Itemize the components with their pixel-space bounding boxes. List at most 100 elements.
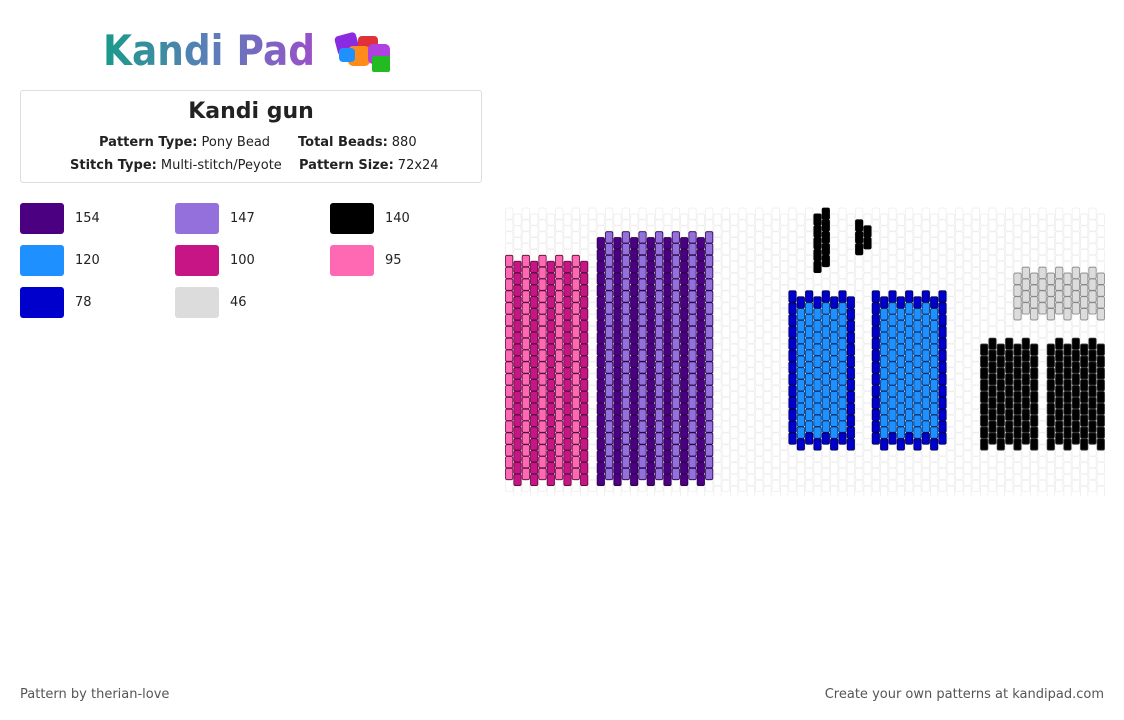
bead xyxy=(705,373,714,386)
bead xyxy=(546,272,555,285)
bead xyxy=(1013,249,1022,262)
bead xyxy=(871,456,880,469)
bead xyxy=(755,243,764,256)
bead xyxy=(671,396,680,410)
bead xyxy=(755,290,764,303)
bead xyxy=(555,444,564,457)
bead xyxy=(805,207,814,220)
bead xyxy=(521,385,530,398)
bead xyxy=(880,343,889,356)
bead xyxy=(563,331,572,344)
bead xyxy=(896,260,905,273)
bead xyxy=(713,450,722,463)
bead xyxy=(538,243,547,256)
bead xyxy=(571,337,580,350)
bead xyxy=(555,467,564,481)
bead xyxy=(696,249,705,262)
bead xyxy=(805,479,814,492)
bead xyxy=(605,349,614,362)
bead xyxy=(780,308,789,321)
bead xyxy=(580,438,589,451)
bead xyxy=(988,349,997,362)
bead xyxy=(730,331,739,344)
bead xyxy=(655,373,664,386)
bead xyxy=(746,367,755,380)
bead xyxy=(538,456,547,469)
bead xyxy=(663,402,672,415)
bead xyxy=(971,337,980,350)
bead xyxy=(646,213,655,226)
bead xyxy=(1046,355,1055,368)
bead xyxy=(955,278,964,291)
bead xyxy=(1071,420,1080,433)
bead xyxy=(713,485,722,496)
bead xyxy=(546,462,555,475)
bead xyxy=(863,438,872,451)
bead xyxy=(755,302,764,315)
bead xyxy=(871,314,880,327)
bead xyxy=(721,325,730,339)
bead xyxy=(1046,284,1055,297)
bead xyxy=(1071,207,1080,220)
bead xyxy=(521,219,530,232)
bead xyxy=(755,337,764,350)
bead xyxy=(671,219,680,232)
bead xyxy=(571,290,580,303)
bead-count: 100 xyxy=(230,253,255,268)
bead xyxy=(580,225,589,238)
bead xyxy=(671,408,680,421)
bead xyxy=(1038,254,1047,268)
bead xyxy=(788,349,797,362)
bead xyxy=(555,373,564,386)
bead xyxy=(1013,237,1022,250)
bead xyxy=(605,325,614,339)
bead xyxy=(863,284,872,297)
bead xyxy=(946,249,955,262)
bead xyxy=(513,225,522,238)
bead xyxy=(730,343,739,356)
bead xyxy=(505,302,514,315)
bead xyxy=(596,237,605,250)
bead xyxy=(746,462,755,475)
bead xyxy=(780,462,789,475)
bead xyxy=(580,260,589,273)
bead xyxy=(1055,314,1064,327)
bead xyxy=(1071,219,1080,232)
bead xyxy=(713,343,722,356)
bead xyxy=(671,266,680,279)
bead xyxy=(796,414,805,427)
bead xyxy=(996,450,1005,463)
bead xyxy=(805,325,814,339)
bead xyxy=(946,308,955,321)
bead xyxy=(546,414,555,427)
bead xyxy=(988,456,997,469)
bead xyxy=(863,296,872,309)
bead xyxy=(655,361,664,374)
bead xyxy=(630,391,639,404)
bead xyxy=(838,302,847,315)
bead xyxy=(696,367,705,380)
bead xyxy=(980,284,989,297)
bead xyxy=(855,266,864,279)
bead xyxy=(580,367,589,380)
bead xyxy=(838,408,847,421)
bead xyxy=(896,343,905,356)
bead xyxy=(771,396,780,410)
bead xyxy=(563,438,572,451)
logo-icon xyxy=(334,32,390,72)
bead xyxy=(1046,260,1055,273)
bead xyxy=(1013,284,1022,297)
bead xyxy=(530,414,539,427)
color-swatch xyxy=(20,245,64,276)
bead xyxy=(1038,278,1047,291)
bead xyxy=(896,213,905,226)
bead xyxy=(638,266,647,279)
bead xyxy=(846,355,855,368)
bead xyxy=(563,296,572,309)
bead xyxy=(538,408,547,421)
bead xyxy=(788,278,797,291)
bead xyxy=(546,473,555,486)
bead xyxy=(846,213,855,226)
bead xyxy=(1088,432,1097,445)
bead xyxy=(621,219,630,232)
